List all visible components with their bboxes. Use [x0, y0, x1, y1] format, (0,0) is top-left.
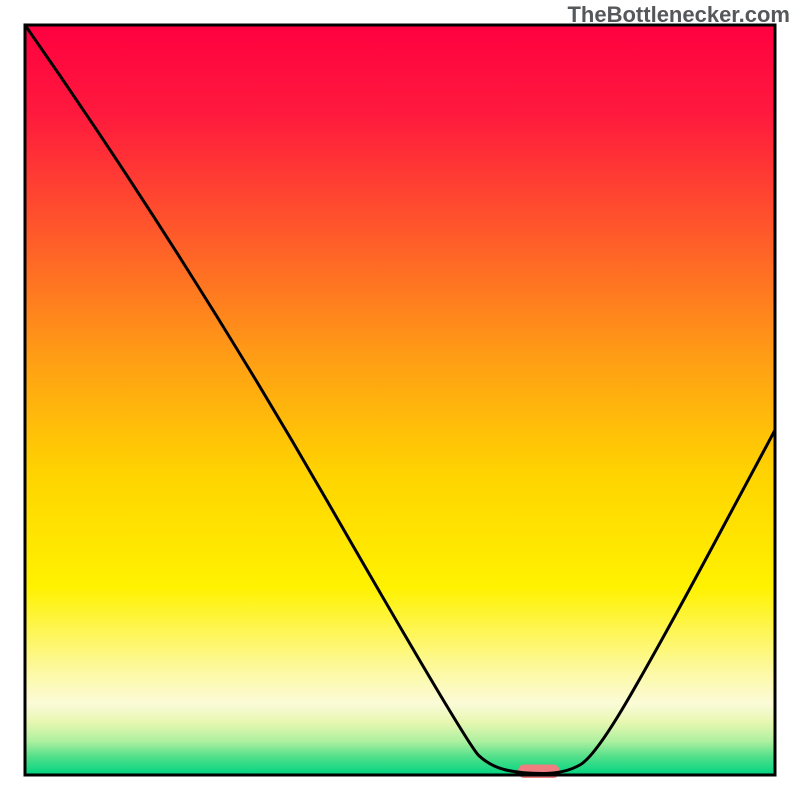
bottleneck-chart: TheBottlenecker.com — [0, 0, 800, 800]
watermark-text: TheBottlenecker.com — [567, 2, 790, 28]
plot-background — [25, 25, 775, 775]
chart-svg — [0, 0, 800, 800]
